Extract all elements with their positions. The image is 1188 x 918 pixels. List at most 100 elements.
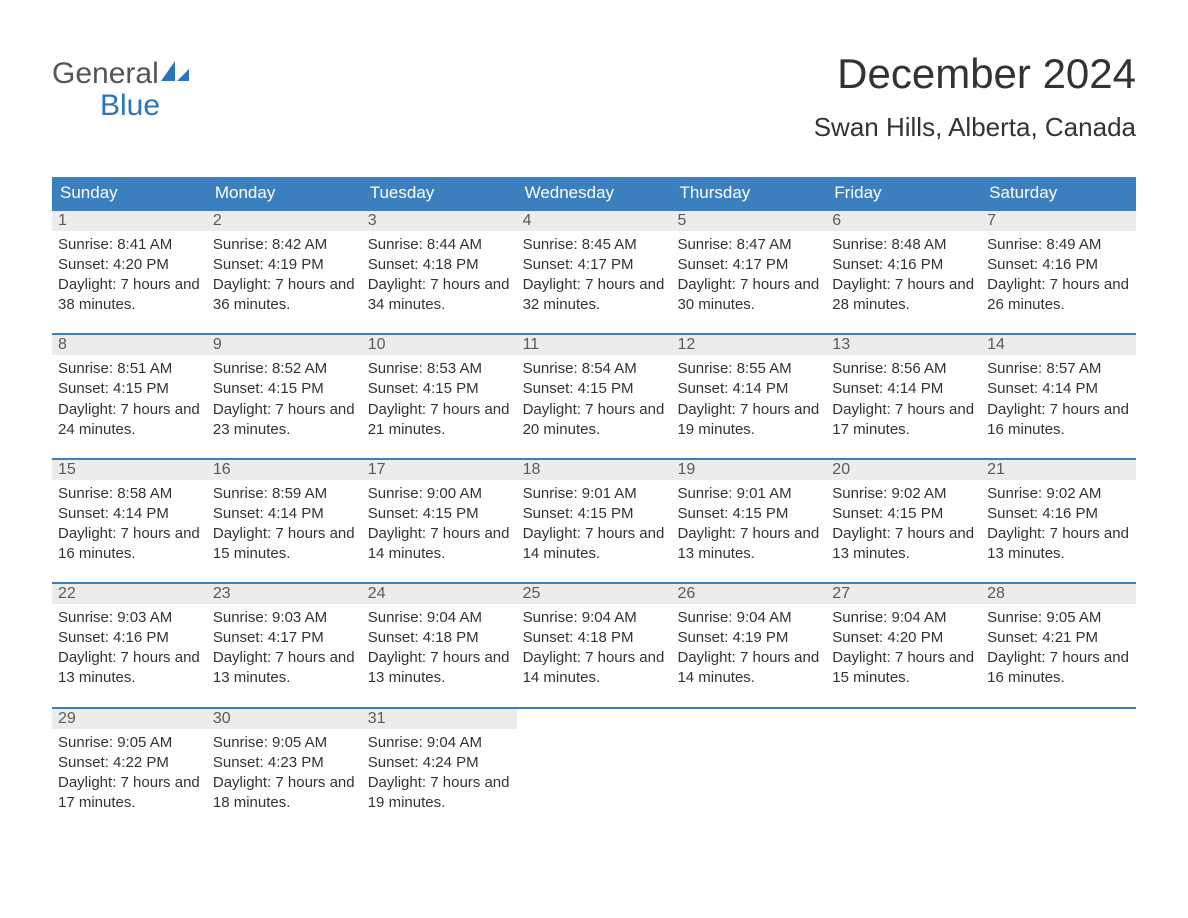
day-cell: 26Sunrise: 9:04 AMSunset: 4:19 PMDayligh… — [671, 584, 826, 688]
sunset-line: Sunset: 4:15 PM — [58, 379, 201, 399]
day-number: 19 — [671, 460, 826, 480]
sunrise-line: Sunrise: 9:04 AM — [523, 608, 666, 628]
day-number: 21 — [981, 460, 1136, 480]
calendar: Sunday Monday Tuesday Wednesday Thursday… — [52, 177, 1136, 813]
day-body: Sunrise: 8:47 AMSunset: 4:17 PMDaylight:… — [671, 231, 826, 315]
logo-word-general: General — [52, 58, 159, 90]
sunrise-line: Sunrise: 9:03 AM — [58, 608, 201, 628]
sunset-line: Sunset: 4:14 PM — [58, 504, 201, 524]
day-number: 27 — [826, 584, 981, 604]
day-body: Sunrise: 8:53 AMSunset: 4:15 PMDaylight:… — [362, 355, 517, 439]
sunset-line: Sunset: 4:18 PM — [368, 628, 511, 648]
sunrise-line: Sunrise: 8:59 AM — [213, 484, 356, 504]
sunset-line: Sunset: 4:16 PM — [58, 628, 201, 648]
day-cell: 25Sunrise: 9:04 AMSunset: 4:18 PMDayligh… — [517, 584, 672, 688]
day-body: Sunrise: 9:01 AMSunset: 4:15 PMDaylight:… — [517, 480, 672, 564]
sunset-line: Sunset: 4:15 PM — [523, 379, 666, 399]
sunrise-line: Sunrise: 8:53 AM — [368, 359, 511, 379]
sunset-line: Sunset: 4:21 PM — [987, 628, 1130, 648]
day-body: Sunrise: 8:57 AMSunset: 4:14 PMDaylight:… — [981, 355, 1136, 439]
day-cell: 18Sunrise: 9:01 AMSunset: 4:15 PMDayligh… — [517, 460, 672, 564]
sunset-line: Sunset: 4:15 PM — [368, 504, 511, 524]
day-cell: 28Sunrise: 9:05 AMSunset: 4:21 PMDayligh… — [981, 584, 1136, 688]
daylight-line: Daylight: 7 hours and 14 minutes. — [523, 648, 666, 688]
sunset-line: Sunset: 4:16 PM — [987, 504, 1130, 524]
empty-day-cell — [671, 709, 826, 813]
day-number: 4 — [517, 211, 672, 231]
sunset-line: Sunset: 4:15 PM — [523, 504, 666, 524]
sunset-line: Sunset: 4:18 PM — [368, 255, 511, 275]
day-body: Sunrise: 9:04 AMSunset: 4:18 PMDaylight:… — [517, 604, 672, 688]
week-row: 22 Sunrise: 9:03 AMSunset: 4:16 PM Dayligh… — [52, 582, 1136, 688]
day-cell: 31Sunrise: 9:04 AMSunset: 4:24 PMDayligh… — [362, 709, 517, 813]
week-row: 1Sunrise: 8:41 AMSunset: 4:20 PMDaylight… — [52, 209, 1136, 315]
day-cell: 20Sunrise: 9:02 AMSunset: 4:15 PMDayligh… — [826, 460, 981, 564]
sunrise-line: Sunrise: 8:44 AM — [368, 235, 511, 255]
daylight-line: Daylight: 7 hours and 19 minutes. — [677, 400, 820, 440]
day-body: Sunrise: 8:55 AMSunset: 4:14 PMDaylight:… — [671, 355, 826, 439]
sunrise-line: Sunrise: 9:04 AM — [832, 608, 975, 628]
sunrise-line: Sunrise: 8:51 AM — [58, 359, 201, 379]
daylight-line: Daylight: 7 hours and 16 minutes. — [987, 648, 1130, 688]
weekday-header: Friday — [826, 177, 981, 209]
day-cell: 8Sunrise: 8:51 AMSunset: 4:15 PMDaylight… — [52, 335, 207, 439]
sunrise-line: Sunrise: 9:04 AM — [677, 608, 820, 628]
weekday-header-row: Sunday Monday Tuesday Wednesday Thursday… — [52, 177, 1136, 209]
day-body: Sunrise: 9:01 AMSunset: 4:15 PMDaylight:… — [671, 480, 826, 564]
day-number: 20 — [826, 460, 981, 480]
sunset-line: Sunset: 4:17 PM — [523, 255, 666, 275]
sunrise-line: Sunrise: 8:47 AM — [677, 235, 820, 255]
daylight-line: Daylight: 7 hours and 26 minutes. — [987, 275, 1130, 315]
sunset-line: Sunset: 4:19 PM — [213, 255, 356, 275]
day-body: Sunrise: 8:56 AMSunset: 4:14 PMDaylight:… — [826, 355, 981, 439]
header: General Blue December 2024 Swan Hills, A… — [52, 50, 1136, 143]
day-cell: 15Sunrise: 8:58 AMSunset: 4:14 PMDayligh… — [52, 460, 207, 564]
sunrise-line: Sunrise: 9:00 AM — [368, 484, 511, 504]
day-number: 10 — [362, 335, 517, 355]
day-body: Sunrise: 9:00 AMSunset: 4:15 PMDaylight:… — [362, 480, 517, 564]
weekday-header: Thursday — [671, 177, 826, 209]
day-cell: 12Sunrise: 8:55 AMSunset: 4:14 PMDayligh… — [671, 335, 826, 439]
sunrise-line: Sunrise: 9:05 AM — [987, 608, 1130, 628]
sunrise-line: Sunrise: 8:45 AM — [523, 235, 666, 255]
day-body: Sunrise: 9:04 AMSunset: 4:20 PMDaylight:… — [826, 604, 981, 688]
sunrise-line: Sunrise: 9:02 AM — [987, 484, 1130, 504]
day-body: Sunrise: 8:59 AMSunset: 4:14 PMDaylight:… — [207, 480, 362, 564]
day-cell: 6Sunrise: 8:48 AMSunset: 4:16 PMDaylight… — [826, 211, 981, 315]
sunrise-line: Sunrise: 9:02 AM — [832, 484, 975, 504]
daylight-line: Daylight: 7 hours and 13 minutes. — [677, 524, 820, 564]
sunrise-line: Sunrise: 8:54 AM — [523, 359, 666, 379]
daylight-line: Daylight: 7 hours and 21 minutes. — [368, 400, 511, 440]
weekday-header: Sunday — [52, 177, 207, 209]
day-body: Sunrise: 9:05 AMSunset: 4:23 PMDaylight:… — [207, 729, 362, 813]
sunset-line: Sunset: 4:16 PM — [987, 255, 1130, 275]
day-cell: 24Sunrise: 9:04 AMSunset: 4:18 PMDayligh… — [362, 584, 517, 688]
sunrise-line: Sunrise: 8:42 AM — [213, 235, 356, 255]
empty-day-cell — [517, 709, 672, 813]
day-cell: 3Sunrise: 8:44 AMSunset: 4:18 PMDaylight… — [362, 211, 517, 315]
day-number: 9 — [207, 335, 362, 355]
day-number: 14 — [981, 335, 1136, 355]
day-cell: 1Sunrise: 8:41 AMSunset: 4:20 PMDaylight… — [52, 211, 207, 315]
sunset-line: Sunset: 4:18 PM — [523, 628, 666, 648]
day-body: Sunrise: 9:05 AMSunset: 4:21 PMDaylight:… — [981, 604, 1136, 688]
day-number: 30 — [207, 709, 362, 729]
day-number: 22 — [52, 584, 207, 604]
day-number: 2 — [207, 211, 362, 231]
day-cell: 2Sunrise: 8:42 AMSunset: 4:19 PMDaylight… — [207, 211, 362, 315]
sunset-line: Sunset: 4:15 PM — [368, 379, 511, 399]
day-number: 13 — [826, 335, 981, 355]
day-body: Sunrise: 8:54 AMSunset: 4:15 PMDaylight:… — [517, 355, 672, 439]
daylight-line: Daylight: 7 hours and 15 minutes. — [213, 524, 356, 564]
weekday-header: Wednesday — [517, 177, 672, 209]
day-cell: 23Sunrise: 9:03 AMSunset: 4:17 PMDayligh… — [207, 584, 362, 688]
sunset-line: Sunset: 4:14 PM — [213, 504, 356, 524]
logo: General Blue — [52, 50, 191, 121]
sunrise-line: Sunrise: 9:01 AM — [677, 484, 820, 504]
sunset-line: Sunset: 4:14 PM — [832, 379, 975, 399]
day-body: Sunrise: 8:52 AMSunset: 4:15 PMDaylight:… — [207, 355, 362, 439]
day-number: 15 — [52, 460, 207, 480]
sunrise-line: Sunrise: 9:05 AM — [58, 733, 201, 753]
sunset-line: Sunset: 4:23 PM — [213, 753, 356, 773]
sunset-line: Sunset: 4:14 PM — [987, 379, 1130, 399]
